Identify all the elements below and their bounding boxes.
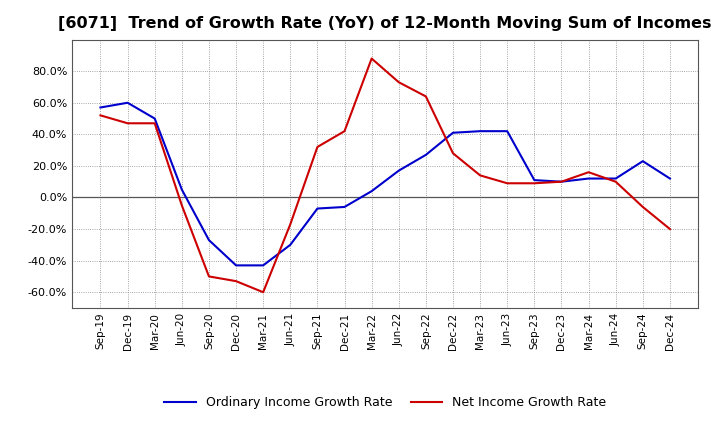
Net Income Growth Rate — [286, 222, 294, 227]
Net Income Growth Rate — [557, 179, 566, 184]
Ordinary Income Growth Rate — [476, 128, 485, 134]
Ordinary Income Growth Rate — [232, 263, 240, 268]
Ordinary Income Growth Rate — [503, 128, 511, 134]
Ordinary Income Growth Rate — [449, 130, 457, 136]
Ordinary Income Growth Rate — [367, 188, 376, 194]
Ordinary Income Growth Rate — [395, 168, 403, 173]
Net Income Growth Rate — [341, 128, 349, 134]
Net Income Growth Rate — [584, 169, 593, 175]
Net Income Growth Rate — [178, 203, 186, 208]
Net Income Growth Rate — [150, 121, 159, 126]
Ordinary Income Growth Rate — [665, 176, 674, 181]
Ordinary Income Growth Rate — [313, 206, 322, 211]
Net Income Growth Rate — [123, 121, 132, 126]
Ordinary Income Growth Rate — [530, 177, 539, 183]
Legend: Ordinary Income Growth Rate, Net Income Growth Rate: Ordinary Income Growth Rate, Net Income … — [159, 392, 611, 414]
Net Income Growth Rate — [204, 274, 213, 279]
Ordinary Income Growth Rate — [178, 187, 186, 192]
Ordinary Income Growth Rate — [341, 204, 349, 209]
Net Income Growth Rate — [530, 181, 539, 186]
Net Income Growth Rate — [232, 279, 240, 284]
Net Income Growth Rate — [476, 173, 485, 178]
Net Income Growth Rate — [395, 80, 403, 85]
Line: Ordinary Income Growth Rate: Ordinary Income Growth Rate — [101, 103, 670, 265]
Ordinary Income Growth Rate — [150, 116, 159, 121]
Net Income Growth Rate — [665, 227, 674, 232]
Ordinary Income Growth Rate — [611, 176, 620, 181]
Net Income Growth Rate — [259, 290, 268, 295]
Ordinary Income Growth Rate — [584, 176, 593, 181]
Ordinary Income Growth Rate — [204, 238, 213, 243]
Ordinary Income Growth Rate — [286, 242, 294, 247]
Net Income Growth Rate — [449, 150, 457, 156]
Ordinary Income Growth Rate — [557, 179, 566, 184]
Net Income Growth Rate — [367, 56, 376, 61]
Line: Net Income Growth Rate: Net Income Growth Rate — [101, 59, 670, 292]
Ordinary Income Growth Rate — [123, 100, 132, 106]
Ordinary Income Growth Rate — [639, 158, 647, 164]
Net Income Growth Rate — [503, 181, 511, 186]
Ordinary Income Growth Rate — [259, 263, 268, 268]
Net Income Growth Rate — [639, 204, 647, 209]
Net Income Growth Rate — [96, 113, 105, 118]
Net Income Growth Rate — [611, 179, 620, 184]
Ordinary Income Growth Rate — [96, 105, 105, 110]
Net Income Growth Rate — [421, 94, 430, 99]
Title: [6071]  Trend of Growth Rate (YoY) of 12-Month Moving Sum of Incomes: [6071] Trend of Growth Rate (YoY) of 12-… — [58, 16, 712, 32]
Net Income Growth Rate — [313, 144, 322, 150]
Ordinary Income Growth Rate — [421, 152, 430, 158]
